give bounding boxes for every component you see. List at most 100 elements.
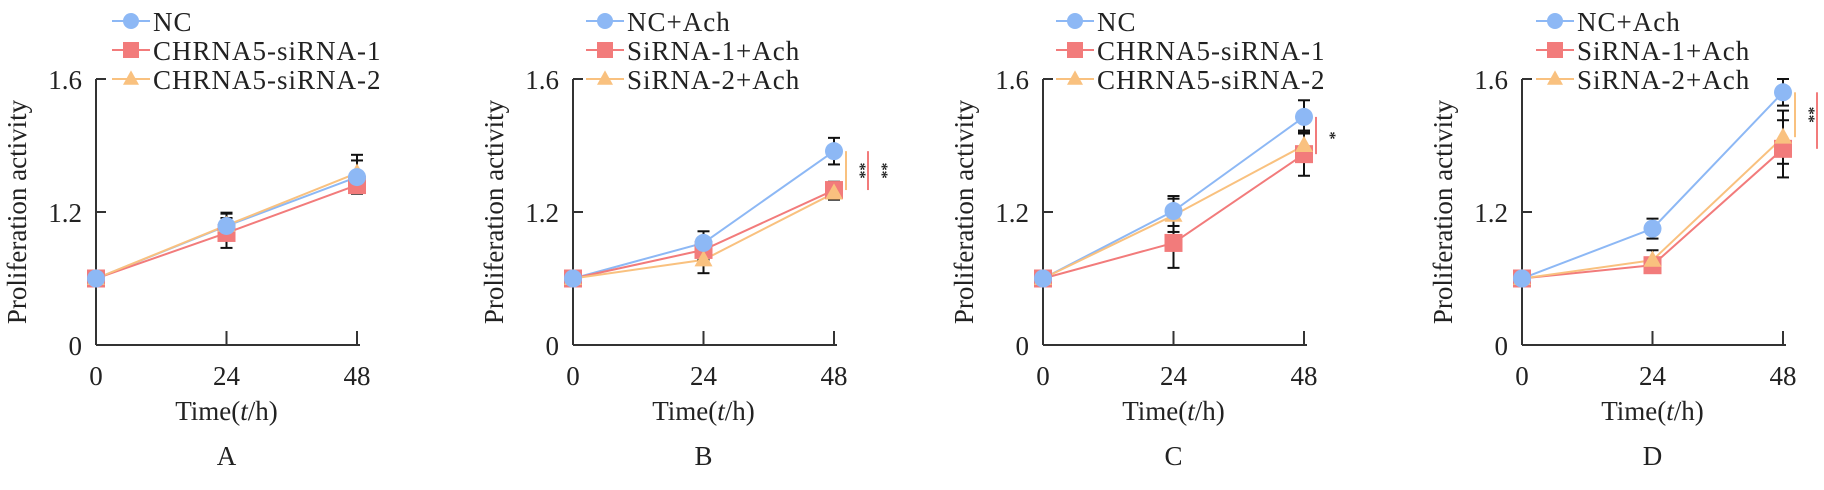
y-tick-label: 1.6 [1474, 65, 1508, 95]
legend-marker-triangle-icon [123, 70, 139, 85]
x-axis-title-part: /h) [248, 396, 278, 426]
x-tick-label: 48 [821, 361, 848, 391]
x-tick-label: 24 [690, 361, 718, 391]
panel-a: 0 1.2 1.6 0 24 48 Proliferation activity Time(t… [2, 7, 382, 471]
x-axis-title-part: Time( [1122, 396, 1187, 426]
data-point-circle [348, 168, 366, 187]
y-tick-label: 1.6 [525, 65, 559, 95]
legend-item: NC+Ach [1536, 7, 1681, 37]
x-axis-title-part: /h) [725, 396, 755, 426]
legend-label: CHRNA5-siRNA-1 [1097, 36, 1326, 66]
significance-label: ** [851, 163, 868, 179]
y-tick-label: 1.2 [1474, 198, 1508, 228]
y-tick-label: 1.6 [995, 65, 1029, 95]
x-tick-label: 48 [1770, 361, 1797, 391]
y-axis-title: Proliferation activity [2, 99, 32, 324]
legend-label: NC [153, 7, 193, 37]
y-tick-label: 1.2 [48, 198, 82, 228]
y-axis-title: Proliferation activity [479, 99, 509, 324]
panel-d: 0 1.2 1.6 0 24 48 Proliferation activity Time(t… [1428, 7, 1824, 471]
legend-marker-square-icon [597, 42, 613, 58]
data-point-circle [87, 269, 105, 288]
x-tick-label: 0 [89, 361, 103, 391]
x-axis-title: Time(t/h) [1601, 396, 1704, 426]
significance-label: ** [873, 163, 890, 179]
panel-label: B [694, 441, 712, 471]
legend-label: SiRNA-2+Ach [1577, 65, 1750, 95]
legend-item: CHRNA5-siRNA-2 [112, 65, 381, 95]
x-axis-title: Time(t/h) [652, 396, 755, 426]
x-axis-title-part: Time( [175, 396, 240, 426]
data-point-circle [217, 216, 236, 235]
x-tick-label: 24 [1639, 361, 1667, 391]
x-tick-label: 0 [566, 361, 580, 391]
y-tick-label: 0 [69, 331, 83, 361]
legend-label: SiRNA-2+Ach [627, 65, 800, 95]
y-tick-label: 1.6 [48, 65, 82, 95]
x-tick-label: 0 [1515, 361, 1529, 391]
x-axis-title-variable: t [1666, 396, 1675, 426]
x-axis-title-part: Time( [652, 396, 717, 426]
data-point-circle [1034, 269, 1052, 288]
panel-c: 0 1.2 1.6 0 24 48 Proliferation activity Time(t… [949, 7, 1338, 471]
data-point-circle [1774, 83, 1792, 102]
panel-label: D [1643, 441, 1663, 471]
significance-label: ** [1800, 107, 1817, 123]
legend-item: NC [1056, 7, 1136, 37]
legend-label: CHRNA5-siRNA-1 [153, 36, 382, 66]
legend-marker-circle-icon [1067, 13, 1083, 29]
x-tick-label: 48 [1291, 361, 1318, 391]
legend-label: CHRNA5-siRNA-2 [1097, 65, 1326, 95]
x-axis-title: Time(t/h) [175, 396, 278, 426]
legend-marker-square-icon [1547, 42, 1563, 58]
data-point-circle [564, 269, 582, 288]
legend-marker-square-icon [1067, 42, 1083, 58]
legend-label: NC+Ach [627, 7, 731, 37]
legend-label: NC+Ach [1577, 7, 1681, 37]
data-point-circle [825, 142, 843, 161]
y-axis-title: Proliferation activity [949, 99, 979, 324]
legend-item: SiRNA-1+Ach [1536, 36, 1750, 66]
data-point-circle [1164, 202, 1183, 221]
panel-label: C [1164, 441, 1182, 471]
x-tick-label: 0 [1036, 361, 1050, 391]
x-axis-title-variable: t [1187, 396, 1196, 426]
data-point-triangle [1295, 135, 1313, 152]
x-axis-title-part: /h) [1674, 396, 1704, 426]
legend-item: CHRNA5-siRNA-1 [1056, 36, 1326, 66]
data-point-triangle [694, 250, 713, 267]
x-axis-title-part: Time( [1601, 396, 1666, 426]
legend-item: SiRNA-2+Ach [1536, 65, 1750, 95]
y-tick-label: 1.2 [525, 198, 559, 228]
legend-marker-circle-icon [1547, 13, 1563, 29]
data-point-circle [1295, 107, 1313, 126]
x-tick-label: 24 [213, 361, 241, 391]
legend-item: NC+Ach [586, 7, 731, 37]
legend-item: NC [112, 7, 193, 37]
legend-marker-triangle-icon [597, 70, 613, 85]
data-point-circle [694, 233, 713, 252]
data-point-triangle [1643, 250, 1662, 267]
y-tick-label: 1.2 [995, 198, 1029, 228]
x-tick-label: 48 [344, 361, 371, 391]
data-point-triangle [825, 183, 843, 200]
significance-label: ** [1822, 113, 1824, 129]
legend-marker-circle-icon [597, 13, 613, 29]
data-point-square [1164, 233, 1183, 252]
legend-item: CHRNA5-siRNA-1 [112, 36, 382, 66]
data-point-square [1774, 139, 1792, 158]
legend-marker-circle-icon [123, 13, 139, 29]
legend-item: CHRNA5-siRNA-2 [1056, 65, 1326, 95]
data-point-circle [1643, 219, 1662, 238]
legend-marker-square-icon [123, 42, 139, 58]
legend-label: SiRNA-1+Ach [1577, 36, 1750, 66]
significance-label: * [1321, 132, 1338, 140]
legend-marker-triangle-icon [1547, 70, 1563, 85]
legend-item: SiRNA-1+Ach [586, 36, 799, 66]
y-axis-title: Proliferation activity [1428, 99, 1458, 324]
panel-label: A [217, 441, 237, 471]
legend-marker-triangle-icon [1067, 70, 1083, 85]
y-tick-label: 0 [1016, 331, 1030, 361]
data-point-triangle [1774, 127, 1792, 144]
